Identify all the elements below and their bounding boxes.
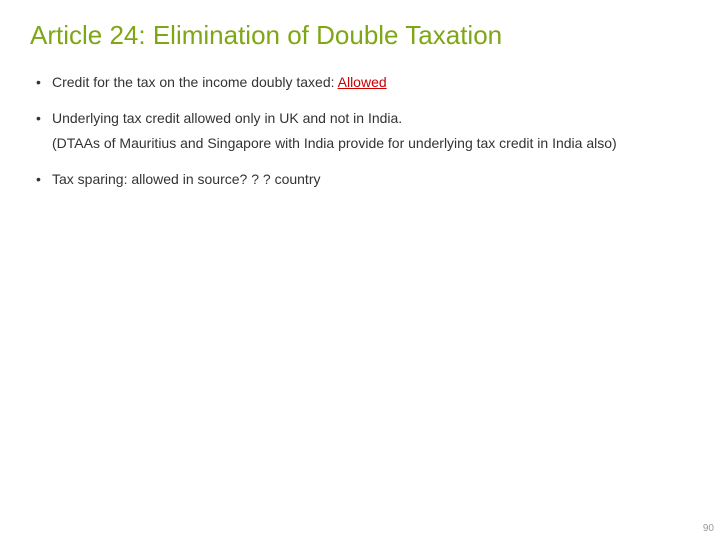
bullet-text: Tax sparing: allowed in source? ? ? coun…	[52, 171, 320, 187]
page-number: 90	[703, 523, 714, 534]
bullet-item: Tax sparing: allowed in source? ? ? coun…	[30, 170, 690, 190]
bullet-list-2: Tax sparing: allowed in source? ? ? coun…	[30, 170, 690, 190]
slide-title: Article 24: Elimination of Double Taxati…	[30, 20, 690, 51]
slide-container: Article 24: Elimination of Double Taxati…	[0, 0, 720, 540]
bullet-emphasis: Allowed	[338, 74, 387, 90]
bullet-item: Credit for the tax on the income doubly …	[30, 73, 690, 93]
bullet-list: Credit for the tax on the income doubly …	[30, 73, 690, 128]
bullet-item: Underlying tax credit allowed only in UK…	[30, 109, 690, 129]
bullet-text: Underlying tax credit allowed only in UK…	[52, 110, 402, 126]
bullet-text-prefix: Credit for the tax on the income doubly …	[52, 74, 338, 90]
sub-note: (DTAAs of Mauritius and Singapore with I…	[30, 134, 690, 154]
